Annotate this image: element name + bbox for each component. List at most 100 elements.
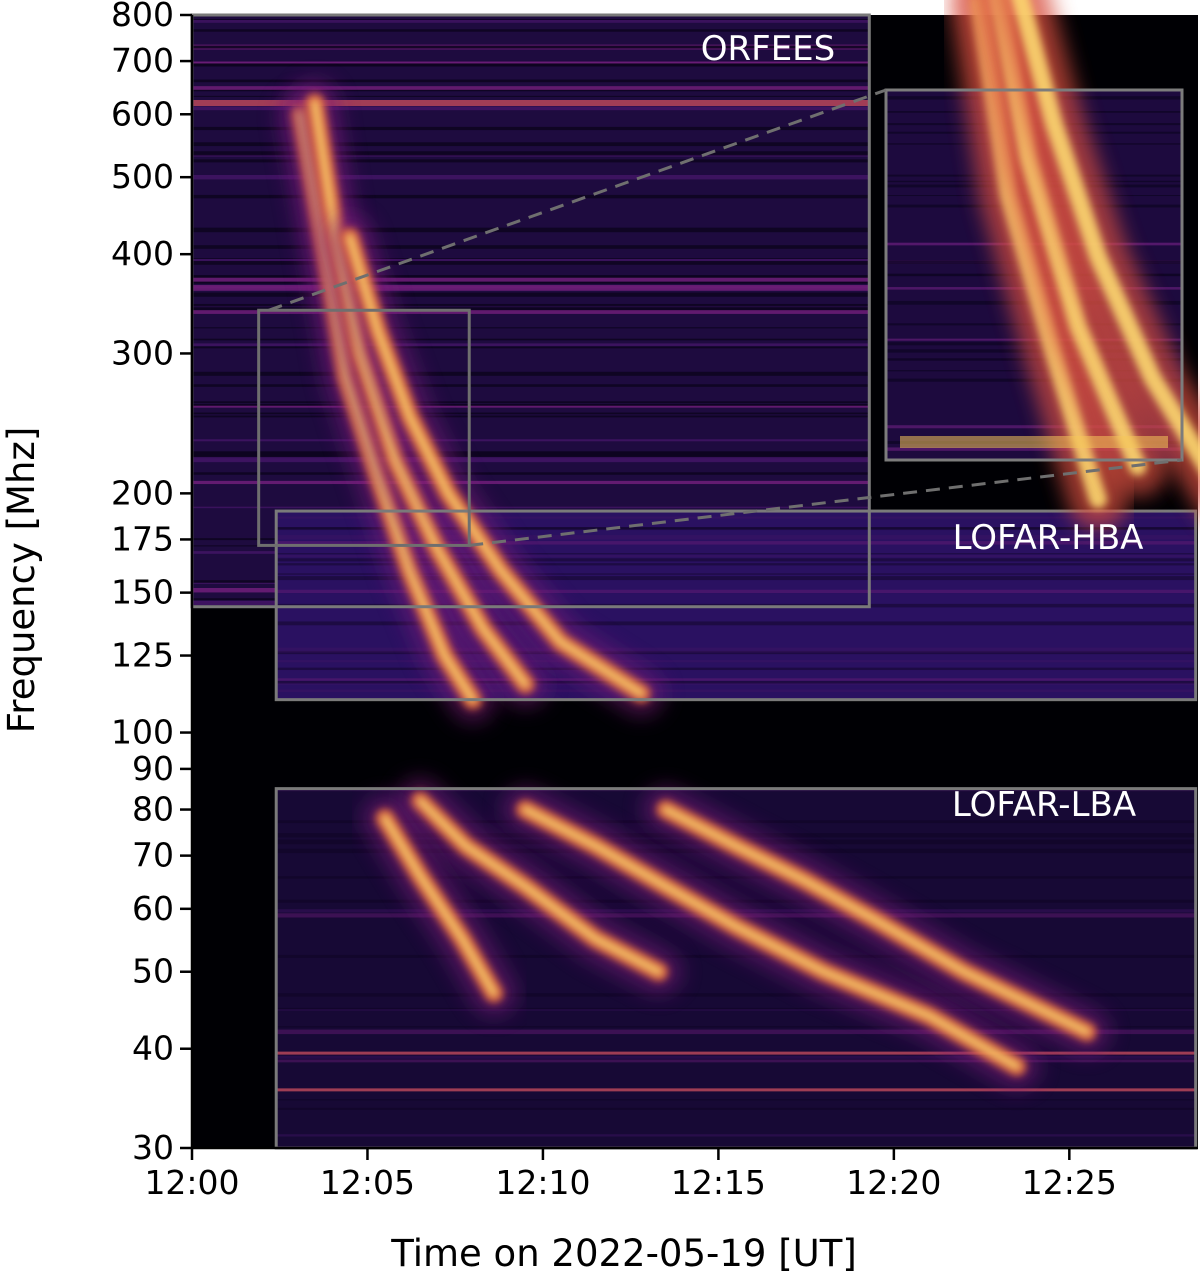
y-tick-label: 700: [111, 41, 174, 80]
interference-stripe: [276, 576, 1196, 581]
interference-stripe: [192, 29, 870, 32]
interference-stripe: [276, 553, 1196, 555]
interference-stripe: [276, 667, 1196, 671]
y-tick-label: 175: [111, 519, 174, 558]
interference-stripe: [192, 245, 870, 249]
y-tick-label: 150: [111, 573, 174, 612]
interference-stripe: [192, 343, 870, 346]
y-tick-label: 400: [111, 234, 174, 273]
inset-interference-band: [900, 436, 1168, 448]
y-tick-label: 50: [132, 952, 174, 991]
y-tick-label: 125: [111, 636, 174, 675]
interference-stripe: [192, 307, 870, 310]
interference-stripe: [192, 327, 870, 329]
interference-stripe: [192, 126, 870, 131]
burst-core: [416, 797, 663, 976]
interference-stripe: [192, 310, 870, 314]
interference-stripe: [276, 1009, 1196, 1011]
interference-stripe: [192, 86, 870, 90]
interference-stripe: [276, 993, 1196, 997]
interference-stripe: [276, 1059, 1196, 1063]
interference-stripe: [276, 647, 1196, 653]
interference-stripe: [192, 95, 870, 97]
interference-stripe: [192, 303, 870, 307]
interference-stripe: [192, 174, 870, 180]
interference-stripe: [276, 516, 1196, 519]
interference-stripe: [192, 19, 870, 23]
interference-stripe: [192, 227, 870, 233]
inset-stripe: [886, 425, 1182, 429]
interference-stripe: [192, 480, 870, 485]
interference-stripe: [276, 1055, 1196, 1059]
interference-stripe: [192, 439, 870, 442]
y-tick-label: 800: [111, 0, 174, 34]
interference-stripe: [276, 876, 1196, 879]
hba-panel-frame: [274, 509, 1198, 702]
interference-stripe: [192, 401, 870, 404]
interference-stripe: [276, 527, 1196, 531]
interference-stripe: [276, 558, 1196, 562]
interference-stripe: [192, 472, 870, 475]
y-tick-label: 600: [111, 94, 174, 133]
inset-burst-core: [1011, 0, 1200, 474]
interference-stripe: [192, 292, 870, 297]
interference-stripe: [192, 506, 870, 509]
x-tick-label: 12:00: [144, 1163, 239, 1202]
y-tick-label: 40: [132, 1029, 174, 1068]
interference-stripe: [276, 1134, 1196, 1137]
interference-stripe: [276, 1029, 1196, 1035]
interference-stripe: [192, 415, 870, 418]
x-axis-label: Time on 2022-05-19 [UT]: [390, 1232, 857, 1275]
burst-emission-layer: [192, 80, 1196, 1092]
interference-stripe: [192, 412, 870, 415]
x-tick-label: 12:25: [1022, 1163, 1117, 1202]
burst-core: [381, 814, 498, 998]
interference-stripe: [192, 258, 870, 263]
interference-stripe: [276, 1107, 1196, 1110]
y-tick-label: 200: [111, 473, 174, 512]
zoom-connector-top: [268, 88, 887, 312]
y-tick-label: 500: [111, 157, 174, 196]
interference-stripe: [192, 338, 870, 341]
interference-stripe: [276, 682, 1196, 685]
y-tick-label: 90: [132, 749, 174, 788]
interference-stripe: [192, 155, 870, 157]
interference-stripe: [276, 680, 1196, 684]
interference-stripe: [276, 535, 1196, 540]
lba-label: LOFAR-LBA: [952, 785, 1136, 825]
burst-core: [661, 805, 1091, 1036]
interference-stripe: [276, 954, 1196, 958]
interference-stripe: [192, 45, 870, 49]
y-tick-label: 60: [132, 889, 174, 928]
y-tick-label: 30: [132, 1128, 174, 1167]
interference-stripe: [192, 346, 870, 349]
interference-stripe: [192, 286, 870, 291]
zoom-region-frame: [257, 308, 471, 547]
interference-stripe: [276, 1007, 1196, 1010]
interference-stripe: [192, 452, 870, 457]
interference-stripe: [192, 194, 870, 199]
y-tick-label: 300: [111, 333, 174, 372]
interference-stripe: [276, 541, 1196, 545]
y-tick-label: 100: [111, 713, 174, 752]
interference-stripe: [192, 62, 870, 65]
interference-stripe: [192, 64, 870, 66]
interference-stripe: [192, 384, 870, 387]
inset-stripe: [886, 447, 1182, 451]
interference-stripe: [192, 459, 870, 463]
burst-core: [521, 805, 1021, 1071]
interference-stripe: [192, 404, 870, 408]
interference-stripe: [276, 527, 1196, 529]
interference-stripe: [276, 1026, 1196, 1028]
interference-stripe: [192, 457, 870, 461]
zoom-inset-emission: [886, 0, 1200, 530]
interference-stripe: [276, 563, 1196, 566]
interference-stripe: [192, 277, 870, 282]
interference-stripe: [192, 405, 870, 408]
interference-stripe: [276, 650, 1196, 655]
orfees-label: ORFEES: [701, 29, 836, 69]
hba-interference-stripes: [276, 516, 1196, 693]
